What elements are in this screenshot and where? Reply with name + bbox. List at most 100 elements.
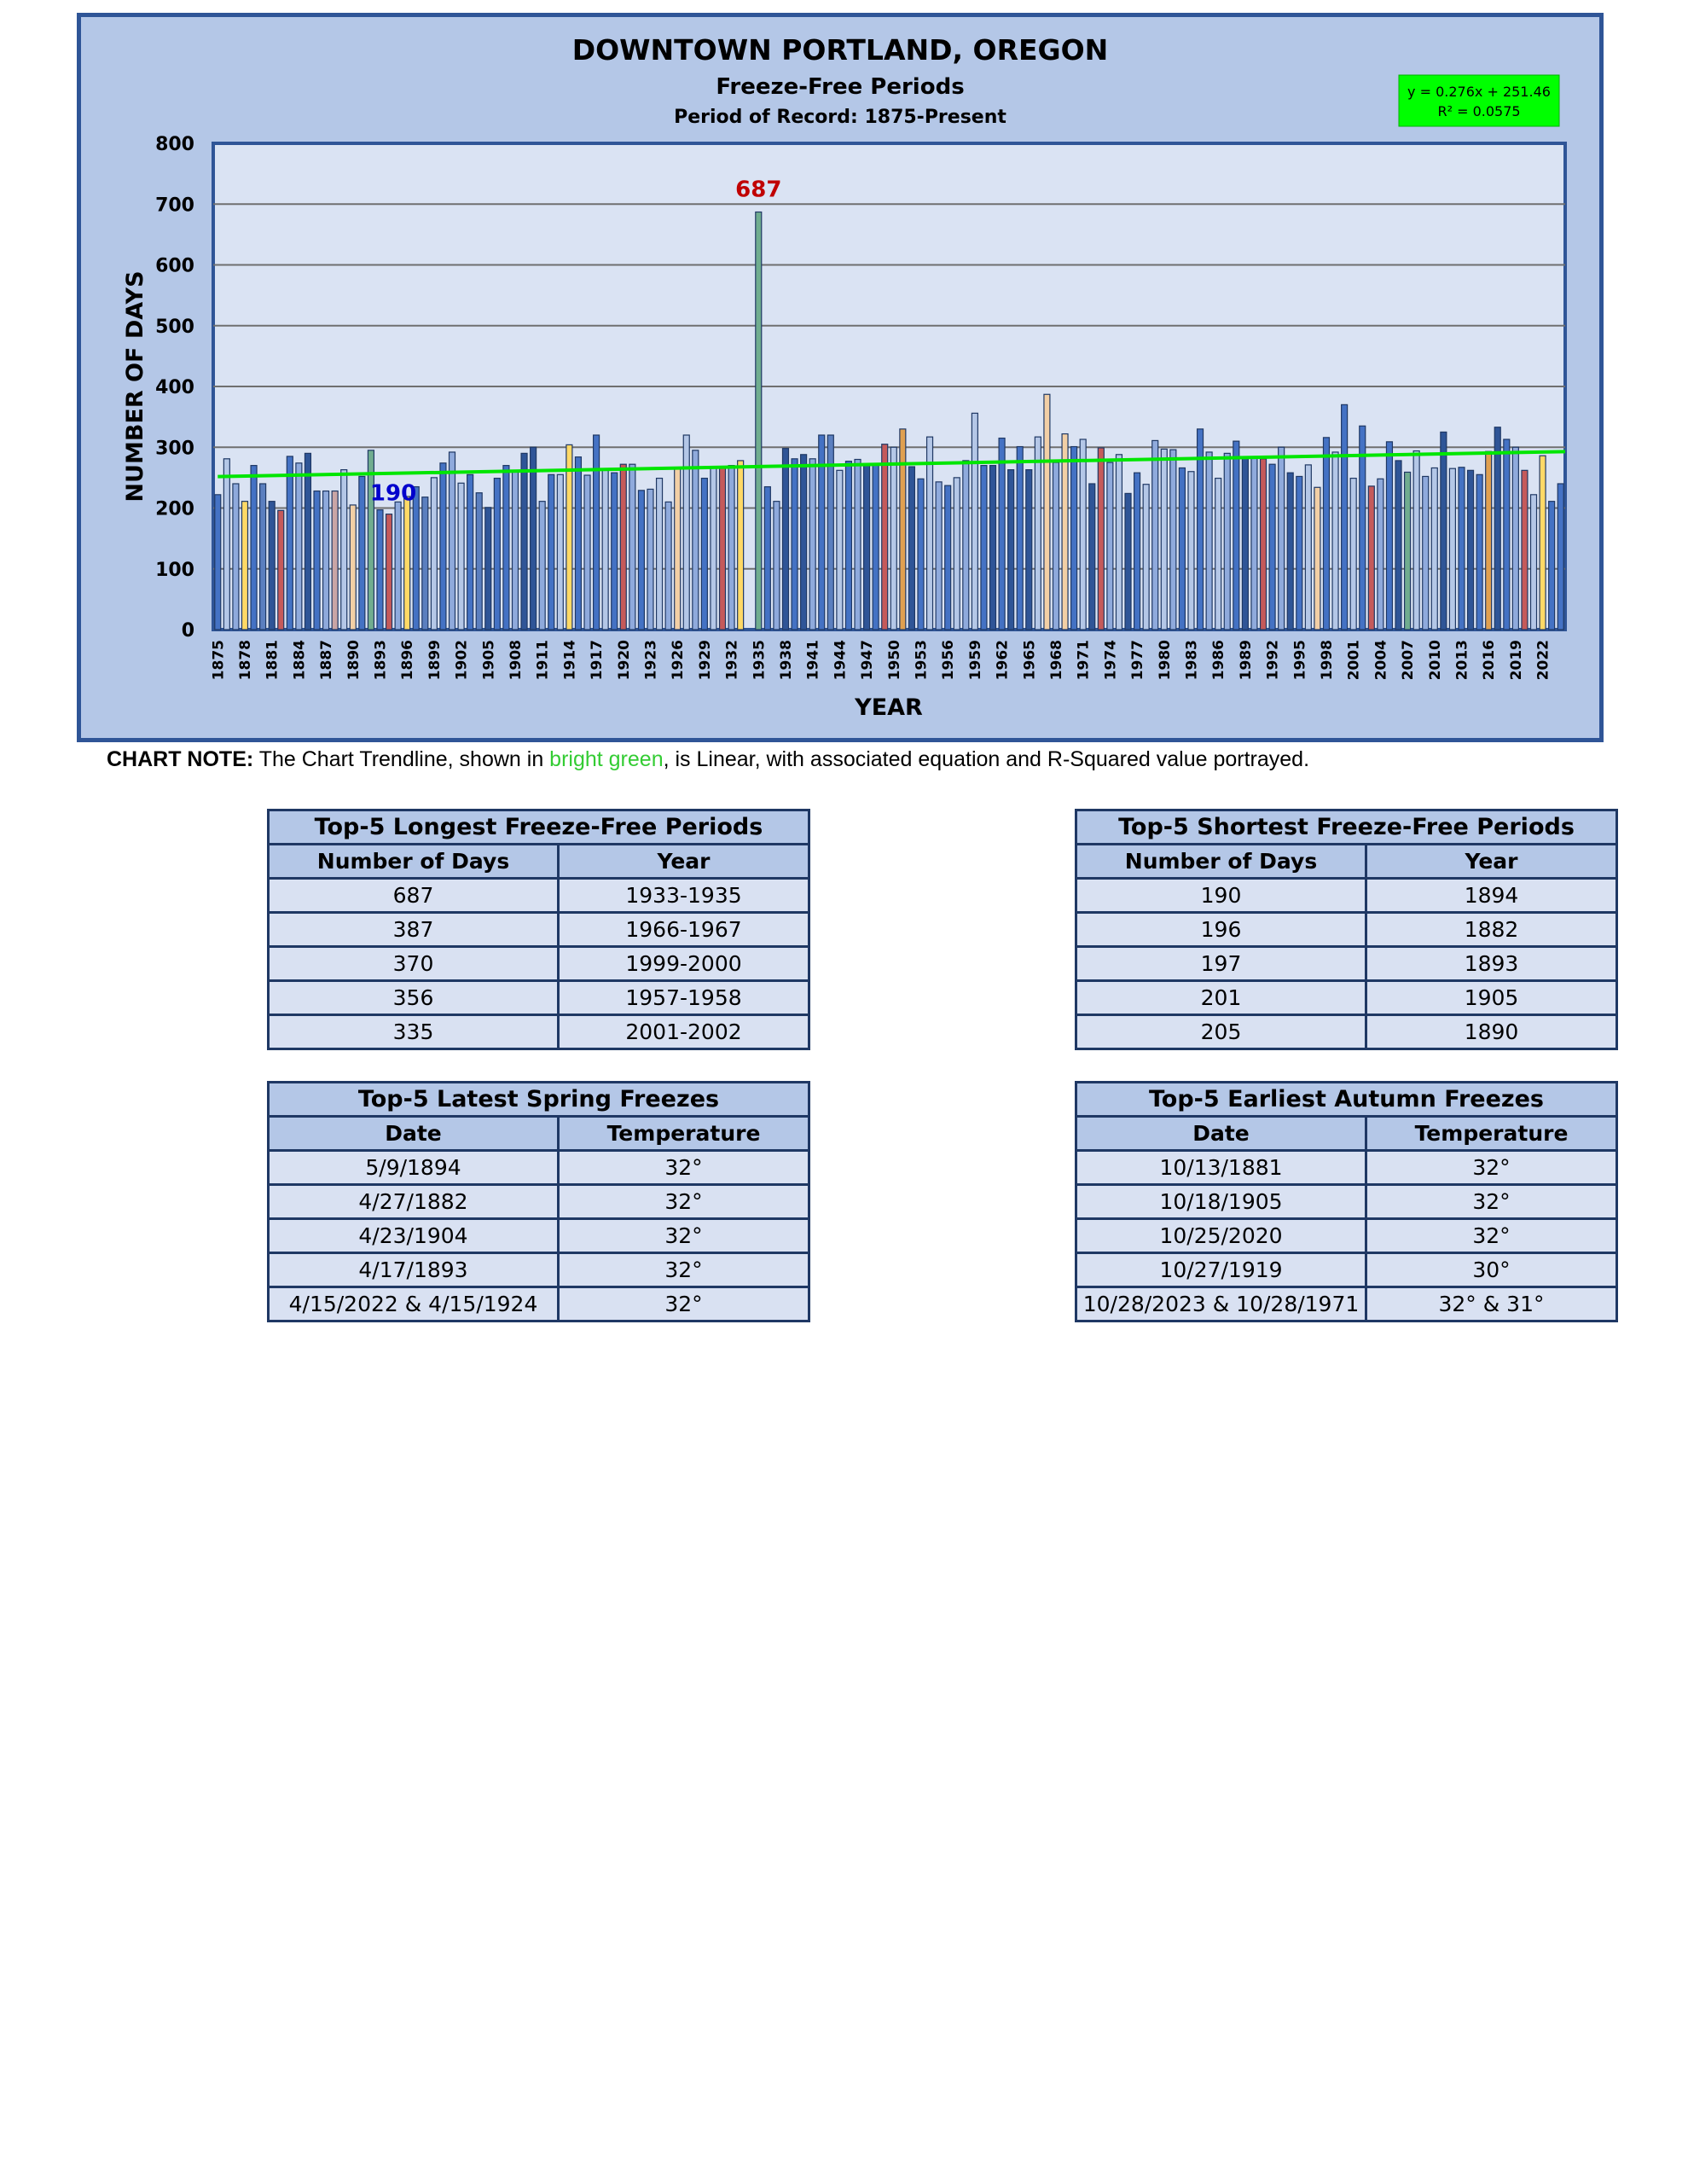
bar — [1223, 452, 1231, 630]
bar — [1503, 439, 1511, 630]
bar — [800, 454, 808, 630]
earliest-autumn-freezes-table: Top-5 Earliest Autumn Freezes Date Tempe… — [1075, 1081, 1618, 1322]
x-tick-label: 1965 — [1021, 640, 1038, 680]
x-tick-label: 1980 — [1157, 640, 1174, 680]
bar — [1395, 460, 1402, 630]
bar — [1215, 477, 1222, 630]
table-cell: 32° — [557, 1217, 810, 1254]
column-header: Temperature — [557, 1115, 810, 1152]
trendline — [218, 450, 1566, 479]
bar — [493, 477, 501, 630]
x-tick-label: 1899 — [426, 640, 444, 680]
bar — [1151, 439, 1159, 630]
x-tick-label: 1914 — [561, 640, 578, 680]
table-row: 4/17/1893 32° — [267, 1252, 810, 1288]
bar — [367, 450, 375, 630]
bar — [511, 471, 519, 630]
latest-spring-freezes-table: Top-5 Latest Spring Freezes Date Tempera… — [267, 1081, 810, 1322]
bar — [439, 462, 447, 630]
x-tick-label: 2010 — [1427, 640, 1444, 680]
bar — [1106, 462, 1114, 630]
x-tick-label: 1977 — [1129, 640, 1146, 680]
bar — [647, 488, 654, 630]
x-tick-label: 2022 — [1535, 640, 1552, 680]
table-cell: 32° — [557, 1286, 810, 1322]
bar — [791, 458, 798, 630]
bar — [1097, 447, 1105, 630]
bar — [331, 490, 339, 630]
table-cell: 1905 — [1365, 979, 1618, 1016]
bar — [583, 474, 591, 630]
bar — [1557, 483, 1564, 630]
bar — [1043, 393, 1051, 630]
table-cell: 4/27/1882 — [267, 1183, 560, 1220]
table-row: 10/13/1881 32° — [1075, 1149, 1618, 1186]
bar — [322, 490, 330, 630]
y-tick-label: 400 — [155, 377, 194, 398]
table-cell: 356 — [267, 979, 560, 1016]
bar — [1466, 469, 1475, 630]
x-axis-ticks: 1875 1878 1881 1884 1887 1890 1893 1896 1899 1902… — [210, 640, 1552, 680]
table-cell: 387 — [267, 911, 560, 948]
x-tick-label: 1968 — [1048, 640, 1065, 680]
bar — [944, 485, 952, 630]
x-tick-label: 1890 — [345, 640, 363, 680]
bar — [313, 490, 321, 630]
bar — [548, 473, 555, 630]
table-cell: 335 — [267, 1014, 560, 1050]
chart-title: DOWNTOWN PORTLAND, OREGON — [572, 33, 1109, 67]
x-tick-label: 2001 — [1346, 640, 1363, 680]
bar — [1241, 456, 1249, 630]
bar — [700, 477, 708, 630]
bar — [1511, 446, 1519, 630]
trendline-line — [218, 450, 1566, 479]
freeze-free-chart: DOWNTOWN PORTLAND, OREGON Freeze-Free Pe… — [122, 33, 1567, 721]
bar — [592, 434, 600, 630]
table-cell: 1957-1958 — [557, 979, 810, 1016]
bar — [980, 465, 988, 630]
table-cell: 1890 — [1365, 1014, 1618, 1050]
bar — [1322, 437, 1331, 630]
chart-note-text-after: , is Linear, with associated equation an… — [663, 747, 1310, 771]
bar — [1052, 462, 1060, 630]
table-row: 335 2001-2002 — [267, 1014, 810, 1050]
bar — [1359, 425, 1366, 630]
bar — [394, 501, 402, 630]
bar — [530, 446, 537, 630]
table-cell: 32° — [1365, 1183, 1618, 1220]
table-row: 197 1893 — [1075, 945, 1618, 982]
x-tick-label: 1995 — [1291, 640, 1308, 680]
bar — [259, 483, 267, 630]
bar — [1187, 471, 1195, 630]
column-header: Number of Days — [267, 843, 560, 880]
bar — [674, 468, 682, 630]
bar — [611, 472, 618, 630]
x-tick-label: 1941 — [805, 640, 822, 680]
table-cell: 1966-1967 — [557, 911, 810, 948]
table-cell: 32° — [557, 1252, 810, 1288]
table-cell: 5/9/1894 — [267, 1149, 560, 1186]
data-label: 687 — [735, 177, 781, 203]
bar — [340, 469, 348, 630]
table-cell: 1893 — [1365, 945, 1618, 982]
table-cell: 1894 — [1365, 877, 1618, 914]
bar — [1133, 472, 1141, 630]
trend-equation-box: y = 0.276x + 251.46 R² = 0.0575 — [1398, 74, 1560, 127]
x-tick-label: 1989 — [1238, 640, 1255, 680]
y-tick-label: 600 — [155, 256, 194, 277]
bar — [502, 465, 510, 630]
bar — [1412, 450, 1420, 630]
y-axis-label: NUMBER OF DAYS — [122, 270, 148, 502]
bar — [908, 466, 916, 630]
bar — [1007, 469, 1015, 630]
bar — [520, 452, 528, 630]
table-cell: 370 — [267, 945, 560, 982]
annotations: 687 190 — [370, 177, 782, 507]
table-cell: 197 — [1075, 945, 1367, 982]
table-cell: 32° — [557, 1183, 810, 1220]
table-cell: 190 — [1075, 877, 1367, 914]
bar — [223, 458, 230, 630]
bar — [601, 469, 609, 630]
chart-period: Period of Record: 1875-Present — [674, 107, 1006, 128]
bar — [1529, 494, 1538, 630]
